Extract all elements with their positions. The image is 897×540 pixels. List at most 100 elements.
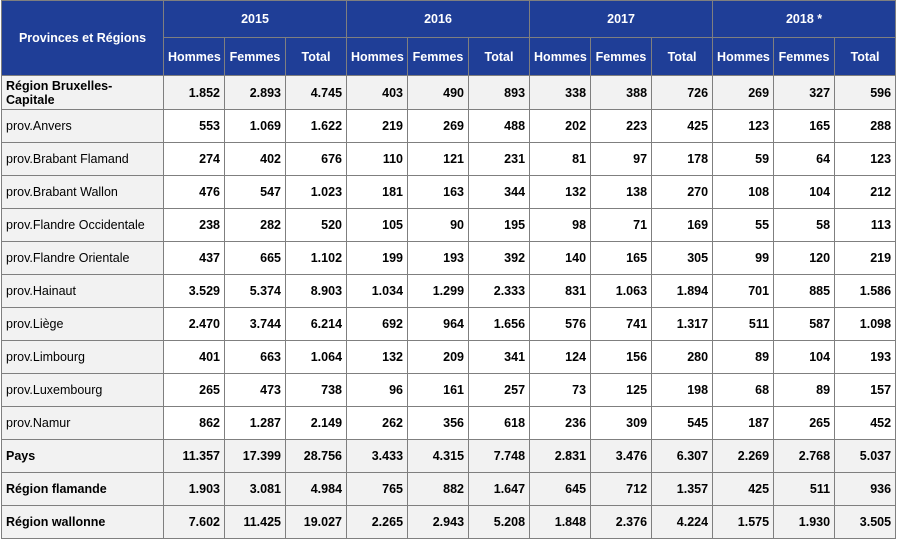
- value-cell: 270: [651, 175, 714, 209]
- value-cell: 476: [163, 175, 225, 209]
- value-cell: 132: [346, 340, 409, 374]
- value-cell: 341: [468, 340, 531, 374]
- region-column-header: Provinces et Régions: [1, 0, 164, 76]
- subcolumn-header: Hommes: [163, 37, 225, 76]
- value-cell: 676: [284, 142, 348, 176]
- value-cell: 4.224: [651, 505, 714, 539]
- value-cell: 71: [590, 208, 653, 242]
- value-cell: 140: [529, 241, 592, 275]
- value-cell: 157: [834, 373, 897, 407]
- value-cell: 2.269: [712, 439, 775, 473]
- value-cell: 187: [712, 406, 775, 440]
- table-row: prov.Luxembourg 265 473 738 96 161 257 73 125 198…: [1, 373, 897, 407]
- subcolumn-header: Femmes: [224, 37, 286, 76]
- value-cell: 68: [712, 373, 775, 407]
- value-cell: 11.357: [163, 439, 225, 473]
- value-cell: 90: [407, 208, 470, 242]
- value-cell: 89: [773, 373, 836, 407]
- value-cell: 392: [468, 241, 531, 275]
- value-cell: 1.647: [468, 472, 531, 506]
- row-label: prov.Namur: [1, 406, 164, 440]
- subcolumn-header: Femmes: [407, 37, 470, 76]
- table-row: Région wallonne 7.602 11.425 19.027 2.265 2.9…: [1, 505, 897, 539]
- value-cell: 726: [651, 75, 714, 110]
- value-cell: 1.023: [284, 175, 348, 209]
- value-cell: 2.376: [590, 505, 653, 539]
- value-cell: 165: [590, 241, 653, 275]
- value-cell: 7.748: [468, 439, 531, 473]
- value-cell: 692: [346, 307, 409, 341]
- value-cell: 5.374: [224, 274, 286, 308]
- subcolumn-header: Hommes: [346, 37, 409, 76]
- value-cell: 553: [163, 109, 225, 143]
- subcolumn-header: Femmes: [590, 37, 653, 76]
- value-cell: 2.831: [529, 439, 592, 473]
- row-label: prov.Flandre Occidentale: [1, 208, 164, 242]
- value-cell: 2.768: [773, 439, 836, 473]
- table-row: prov.Hainaut 3.529 5.374 8.903 1.034 1.299 2.3…: [1, 274, 897, 308]
- value-cell: 163: [407, 175, 470, 209]
- row-label: prov.Liège: [1, 307, 164, 341]
- value-cell: 236: [529, 406, 592, 440]
- value-cell: 202: [529, 109, 592, 143]
- value-cell: 2.333: [468, 274, 531, 308]
- value-cell: 265: [773, 406, 836, 440]
- value-cell: 19.027: [284, 505, 348, 539]
- value-cell: 885: [773, 274, 836, 308]
- value-cell: 831: [529, 274, 592, 308]
- row-label: prov.Anvers: [1, 109, 164, 143]
- value-cell: 193: [407, 241, 470, 275]
- value-cell: 105: [346, 208, 409, 242]
- table-row: Pays 11.357 17.399 28.756 3.433 4.315 7.748 2.8…: [1, 439, 897, 473]
- value-cell: 231: [468, 142, 531, 176]
- value-cell: 265: [163, 373, 225, 407]
- value-cell: 238: [163, 208, 225, 242]
- value-cell: 309: [590, 406, 653, 440]
- value-cell: 3.529: [163, 274, 225, 308]
- value-cell: 576: [529, 307, 592, 341]
- value-cell: 5.037: [834, 439, 897, 473]
- value-cell: 165: [773, 109, 836, 143]
- value-cell: 132: [529, 175, 592, 209]
- value-cell: 81: [529, 142, 592, 176]
- value-cell: 882: [407, 472, 470, 506]
- value-cell: 104: [773, 340, 836, 374]
- value-cell: 4.745: [284, 75, 348, 110]
- value-cell: 178: [651, 142, 714, 176]
- value-cell: 98: [529, 208, 592, 242]
- table-row: prov.Liège 2.470 3.744 6.214 692 964 1.656 576 7…: [1, 307, 897, 341]
- value-cell: 199: [346, 241, 409, 275]
- row-label: Région Bruxelles-Capitale: [1, 75, 164, 110]
- value-cell: 262: [346, 406, 409, 440]
- value-cell: 120: [773, 241, 836, 275]
- row-label: Région wallonne: [1, 505, 164, 539]
- value-cell: 862: [163, 406, 225, 440]
- year-header: 2015: [162, 0, 348, 38]
- table-row: prov.Brabant Wallon 476 547 1.023 181 163 344 1…: [1, 175, 897, 209]
- value-cell: 8.903: [284, 274, 348, 308]
- value-cell: 964: [407, 307, 470, 341]
- value-cell: 104: [773, 175, 836, 209]
- row-label: prov.Brabant Flamand: [1, 142, 164, 176]
- value-cell: 2.893: [224, 75, 286, 110]
- value-cell: 3.081: [224, 472, 286, 506]
- value-cell: 547: [224, 175, 286, 209]
- value-cell: 1.894: [651, 274, 714, 308]
- value-cell: 452: [834, 406, 897, 440]
- value-cell: 701: [712, 274, 775, 308]
- row-label: Pays: [1, 439, 164, 473]
- value-cell: 280: [651, 340, 714, 374]
- table-row: prov.Flandre Occidentale 238 282 520 105 90 19…: [1, 208, 897, 242]
- value-cell: 327: [773, 75, 836, 110]
- value-cell: 388: [590, 75, 653, 110]
- value-cell: 738: [284, 373, 348, 407]
- value-cell: 893: [468, 75, 531, 110]
- value-cell: 338: [529, 75, 592, 110]
- value-cell: 3.433: [346, 439, 409, 473]
- value-cell: 156: [590, 340, 653, 374]
- value-cell: 5.208: [468, 505, 531, 539]
- value-cell: 257: [468, 373, 531, 407]
- subcolumn-header: Hommes: [712, 37, 775, 76]
- value-cell: 1.102: [284, 241, 348, 275]
